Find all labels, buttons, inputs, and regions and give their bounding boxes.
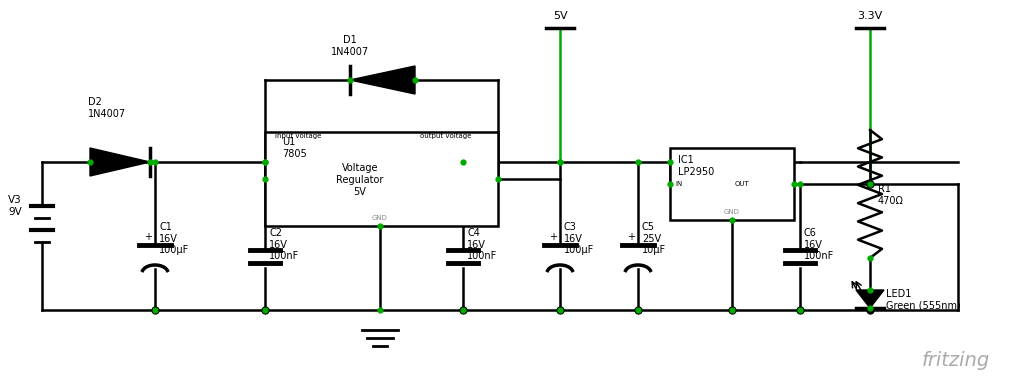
Text: D2
1N4007: D2 1N4007 <box>88 97 126 119</box>
Polygon shape <box>90 148 150 176</box>
Text: LP2950: LP2950 <box>678 167 715 177</box>
Text: 5V: 5V <box>553 11 567 21</box>
Text: R1
470Ω: R1 470Ω <box>878 184 904 206</box>
Text: IN: IN <box>675 181 682 187</box>
Bar <box>670 148 794 220</box>
Text: OUT: OUT <box>735 181 750 187</box>
Text: C6
16V
100nF: C6 16V 100nF <box>804 228 835 261</box>
Bar <box>265 132 498 226</box>
Text: +: + <box>627 232 635 242</box>
Text: IC1: IC1 <box>678 155 693 165</box>
Text: output voltage: output voltage <box>420 133 471 139</box>
Polygon shape <box>350 66 415 94</box>
Text: Voltage: Voltage <box>342 163 378 173</box>
Text: +: + <box>549 232 557 242</box>
Text: U1: U1 <box>282 137 295 147</box>
Text: C1
16V
100μF: C1 16V 100μF <box>159 222 189 255</box>
Text: C5
25V
10μF: C5 25V 10μF <box>642 222 667 255</box>
Text: +: + <box>144 232 152 242</box>
Text: Regulator: Regulator <box>336 175 384 185</box>
Text: D1
1N4007: D1 1N4007 <box>331 35 369 57</box>
Text: C4
16V
100nF: C4 16V 100nF <box>467 228 498 261</box>
Text: GND: GND <box>372 215 388 221</box>
Text: 5V: 5V <box>353 187 367 197</box>
Text: LED1
Green (555nm): LED1 Green (555nm) <box>886 289 961 311</box>
Text: C2
16V
100nF: C2 16V 100nF <box>269 228 299 261</box>
Text: input voltage: input voltage <box>275 133 322 139</box>
Text: 7805: 7805 <box>282 149 307 159</box>
Text: V3
9V: V3 9V <box>8 195 22 217</box>
Text: GND: GND <box>724 209 740 215</box>
Text: C3
16V
100μF: C3 16V 100μF <box>564 222 594 255</box>
Text: 3.3V: 3.3V <box>857 11 883 21</box>
Polygon shape <box>856 290 884 308</box>
Text: fritzing: fritzing <box>922 350 990 369</box>
